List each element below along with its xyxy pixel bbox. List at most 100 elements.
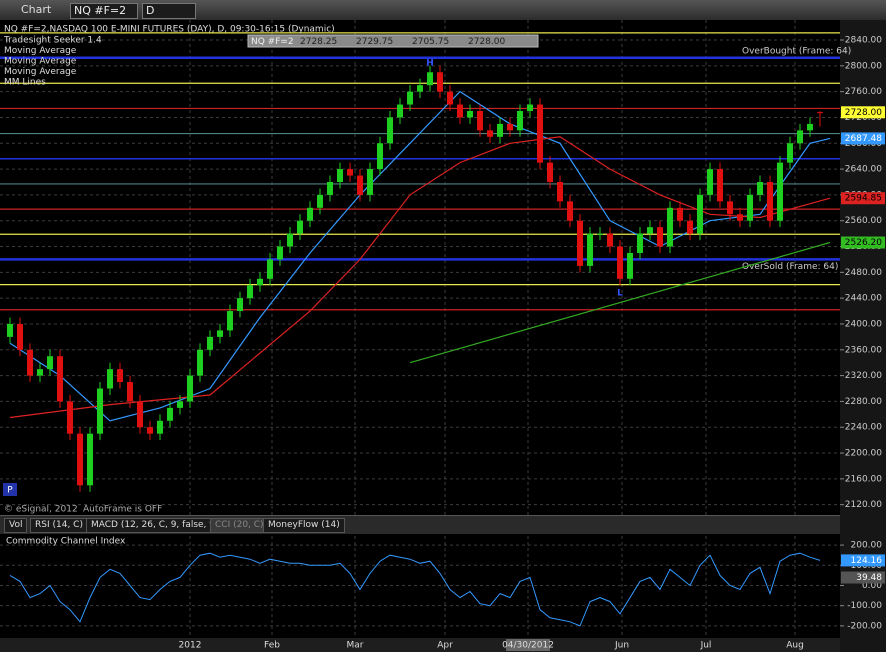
legend-line: Moving Average xyxy=(4,67,77,77)
price-tag-label: 39.48 xyxy=(856,573,882,583)
candle-body xyxy=(587,233,593,266)
price-axis xyxy=(840,20,886,652)
candle-body xyxy=(737,214,743,221)
candle-body xyxy=(67,401,73,434)
candle-body xyxy=(797,130,803,144)
candle-body xyxy=(47,356,53,370)
candle-body xyxy=(457,104,463,118)
candle-body xyxy=(7,323,13,337)
candle-body xyxy=(347,169,353,176)
x-tick-label: Jun xyxy=(614,641,629,651)
x-tick-label: Feb xyxy=(264,641,280,651)
candle-body xyxy=(17,323,23,350)
toolbar: Chart NQ #F=2 D xyxy=(0,0,886,20)
study-tab[interactable]: CCI (20, C) xyxy=(210,518,269,533)
candle-body xyxy=(387,117,393,144)
candle-body xyxy=(97,388,103,434)
candle-body xyxy=(557,181,563,202)
pane-title: Commodity Channel Index xyxy=(6,537,126,547)
mm-line-label: OverSold (Frame: 64) xyxy=(742,262,838,272)
candle-body xyxy=(287,233,293,247)
p-button-bg xyxy=(3,483,17,496)
x-tick-label: 04/30/2012 xyxy=(502,641,554,651)
candle-body xyxy=(187,375,193,402)
pivot-marker: H xyxy=(426,59,434,69)
symbol-input[interactable]: NQ #F=2 xyxy=(70,3,138,19)
price-tag xyxy=(841,554,885,567)
study-tab[interactable]: MoneyFlow (14) xyxy=(263,518,345,533)
candle-body xyxy=(367,169,373,195)
candle-body xyxy=(37,369,43,376)
candle-body xyxy=(577,220,583,266)
candle-body xyxy=(817,112,823,114)
candle-body xyxy=(777,162,783,221)
study-tab[interactable]: RSI (14, C) xyxy=(30,518,88,533)
candle-body xyxy=(197,349,203,376)
y-tick-label: 2440.00 xyxy=(845,294,882,304)
interval-input[interactable]: D xyxy=(142,3,196,19)
candle-body xyxy=(647,227,653,234)
candle-body xyxy=(147,427,153,434)
candle-body xyxy=(427,72,433,86)
y-tick-label: 2320.00 xyxy=(845,371,882,381)
candle-body xyxy=(807,123,813,131)
study-tab[interactable]: Vol xyxy=(4,518,28,533)
y-tick-label: 2480.00 xyxy=(845,268,882,278)
time-axis xyxy=(0,638,840,652)
p-button[interactable]: P xyxy=(7,486,13,496)
candle-body xyxy=(327,181,333,195)
legend-line: MM Lines xyxy=(4,78,46,88)
candle-body xyxy=(297,220,303,234)
legend-line: Moving Average xyxy=(4,57,77,67)
candle-body xyxy=(117,369,123,383)
footnote: © eSignal, 2012 xyxy=(4,505,78,515)
candle-body xyxy=(137,401,143,428)
footnote: AutoFrame is OFF xyxy=(83,505,162,515)
candle-body xyxy=(537,104,543,163)
y-tick-label: 2840.00 xyxy=(845,36,882,46)
y-tick-label: 2200.00 xyxy=(845,449,882,459)
candle-body xyxy=(87,433,93,486)
candle-body xyxy=(787,143,793,163)
candle-body xyxy=(407,91,413,105)
candle-body xyxy=(597,233,603,235)
y-tick-label: 2560.00 xyxy=(845,216,882,226)
y-tick-label: 2760.00 xyxy=(845,87,882,97)
candle-body xyxy=(637,233,643,253)
layers: 2120.00 2160.00 2200.00 2240.00 2280.00 2320.… xyxy=(0,20,885,651)
price-tag-label: 2526.20 xyxy=(845,238,882,248)
y-tick-label: -200.00 xyxy=(847,621,882,631)
quote-symbol: NQ #F=2 xyxy=(251,37,294,47)
y-tick-label: 200.00 xyxy=(851,541,883,551)
candle-body xyxy=(27,349,33,376)
price-tag xyxy=(841,192,885,205)
price-tag xyxy=(841,236,885,249)
quote-box xyxy=(247,34,539,48)
y-tick-label: 2800.00 xyxy=(845,61,882,71)
candle-body xyxy=(317,194,323,208)
candle-body xyxy=(417,85,423,92)
y-tick-label: 2240.00 xyxy=(845,423,882,433)
candle-body xyxy=(467,110,473,118)
price-tag-label: 2687.48 xyxy=(845,134,882,144)
candle-body xyxy=(517,110,523,131)
y-tick-label: 2640.00 xyxy=(845,165,882,175)
x-tick-label: Apr xyxy=(437,641,453,651)
pivot-marker: L xyxy=(617,288,623,298)
candle-body xyxy=(477,110,483,131)
study-tabs: Vol RSI (14, C) MACD (12, 26, C, 9, false,… xyxy=(0,515,840,534)
x-tick-label: Mar xyxy=(347,641,364,651)
candle-body xyxy=(697,194,703,234)
y-tick-label: 2280.00 xyxy=(845,397,882,407)
candle-body xyxy=(707,169,713,195)
candle-body xyxy=(447,91,453,105)
quote-value: 2728.00 xyxy=(468,37,505,47)
price-tag-label: 2728.00 xyxy=(845,108,882,118)
candle-body xyxy=(207,336,213,350)
candle-body xyxy=(497,123,503,137)
candle-body xyxy=(487,130,493,137)
price-tag xyxy=(841,571,885,584)
mm-line-label: OverBought (Frame: 64) xyxy=(742,46,851,56)
price-tag xyxy=(841,106,885,119)
